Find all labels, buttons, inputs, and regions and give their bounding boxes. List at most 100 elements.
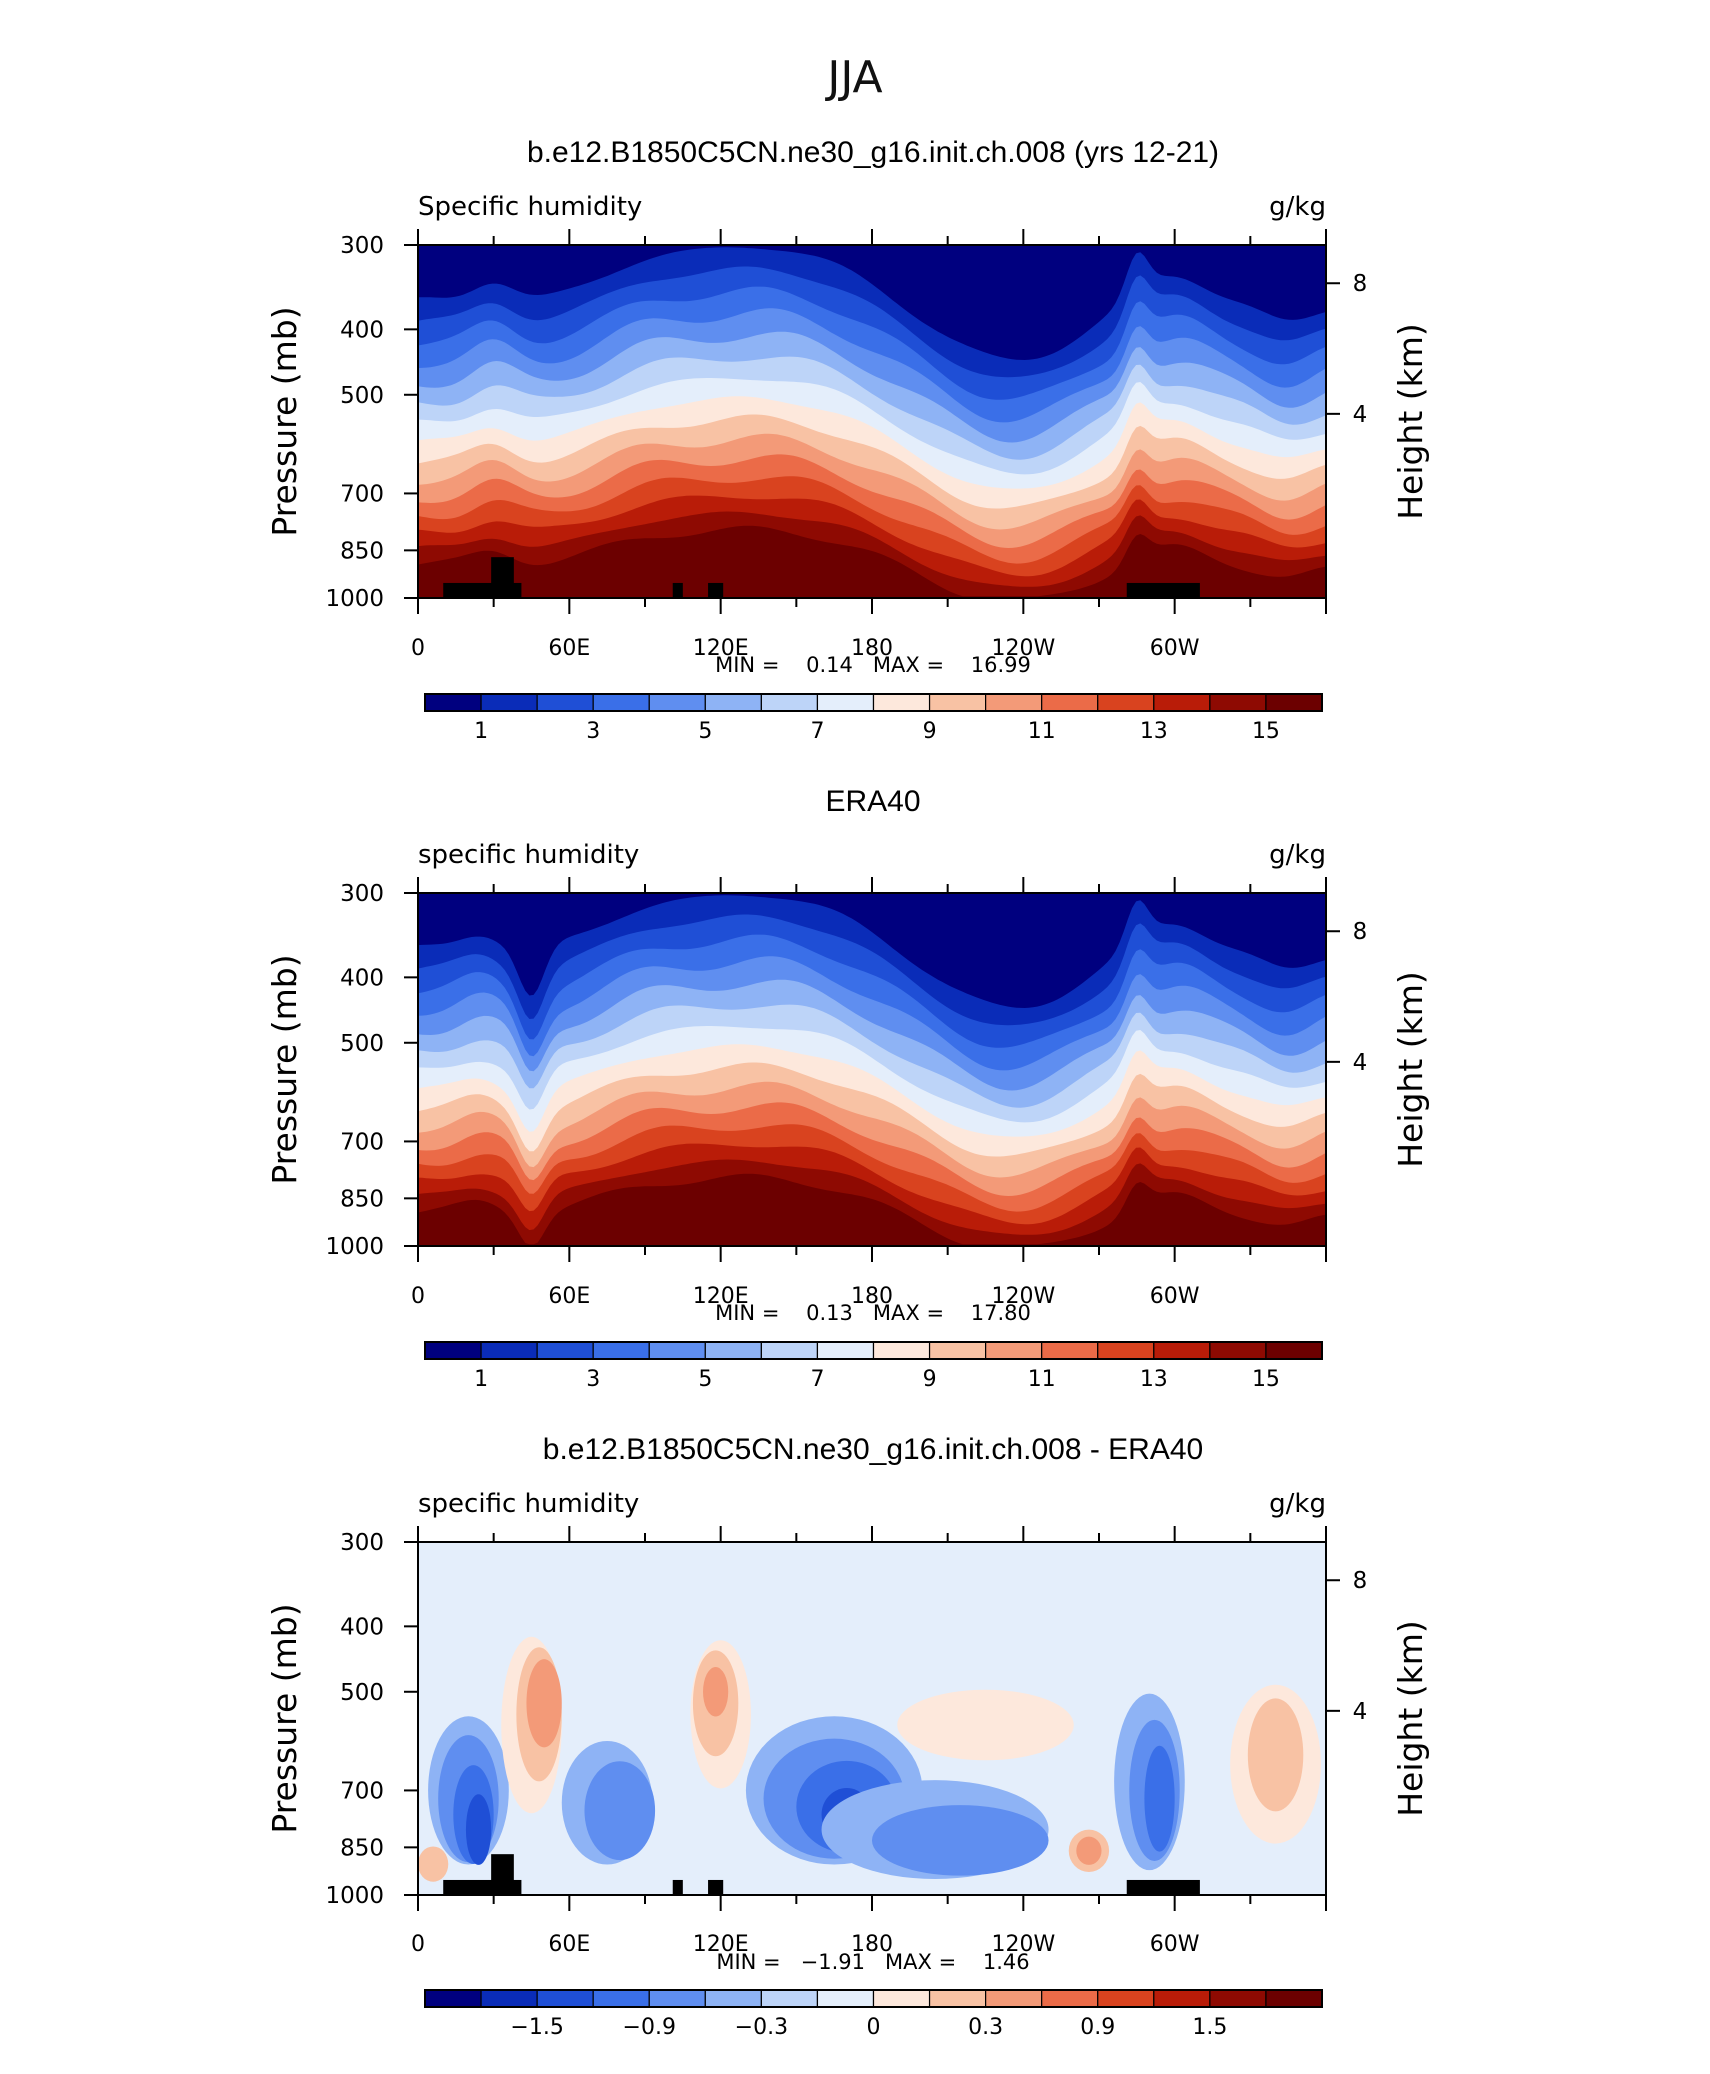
panel-2: ERA40 specific humidity g/kg 0 60E 120E 180 120… [265, 785, 1430, 1392]
x-tick-label: 180 [851, 636, 893, 661]
contour-band [526, 1659, 562, 1748]
colorbar-segment [536, 693, 594, 712]
x-tick-label: 120W [991, 1284, 1055, 1309]
y-tick-label: 500 [340, 1031, 384, 1057]
contour-band [418, 525, 1326, 598]
y-axis-label: Pressure (mb) [265, 306, 304, 536]
y-right-axis-label: Height (km) [1391, 1620, 1430, 1817]
colorbar-segment [872, 693, 931, 712]
y-tick-label: 300 [340, 881, 384, 907]
colorbar-segment [985, 1341, 1043, 1360]
colorbar-label: 9 [923, 719, 937, 744]
contour-band [465, 1794, 492, 1865]
colorbar-segment [1097, 1989, 1155, 2008]
colorbar-frame [424, 693, 1323, 712]
contour-band [584, 1761, 656, 1861]
y-right-tick-label: 4 [1353, 1050, 1368, 1076]
y-tick-label: 300 [340, 233, 384, 259]
y-right-axis-label: Height (km) [1391, 323, 1430, 520]
x-tick-label: 0 [411, 1932, 425, 1957]
colorbar-segment [928, 1341, 987, 1360]
contour-band [1076, 1836, 1102, 1865]
colorbar-label: 7 [810, 1367, 824, 1392]
y-tick-label: 1000 [325, 586, 384, 612]
colorbar-label: 7 [810, 719, 824, 744]
colorbar-segment [985, 693, 1043, 712]
y-right-tick-label: 4 [1353, 1699, 1368, 1725]
x-tick-label: 0 [411, 1284, 425, 1309]
colorbar-label: 9 [923, 1367, 937, 1392]
y-tick-label: 400 [340, 317, 384, 343]
contour-band [1247, 1698, 1304, 1812]
colorbar-segment [592, 1341, 650, 1360]
colorbar-segment [424, 1989, 482, 2008]
colorbar-segment [1153, 1341, 1211, 1360]
plot-area [418, 893, 1326, 1246]
x-tick-label: 120E [693, 636, 749, 661]
colorbar-label: 1.5 [1192, 2015, 1227, 2040]
x-tick-label: 180 [851, 1932, 893, 1957]
colorbar-segment [1097, 693, 1155, 712]
panel-title: b.e12.B1850C5CN.ne30_g16.init.ch.008 (yr… [527, 136, 1219, 169]
colorbar-label: −1.5 [510, 2015, 563, 2040]
colorbar-label: 13 [1140, 1367, 1168, 1392]
x-tick-label: 60W [1150, 636, 1200, 661]
topography-mask [1126, 1879, 1200, 1895]
colorbar-segment [424, 1341, 482, 1360]
colorbar-segment [816, 1341, 875, 1360]
colorbar-label: −0.3 [735, 2015, 788, 2040]
colorbar-segment [816, 1989, 875, 2008]
topography-mask [491, 557, 514, 598]
y-tick-label: 850 [340, 1835, 384, 1861]
min-max-stats: MIN = 0.13 MAX = 17.80 [715, 1301, 1031, 1325]
colorbar-segment [704, 1989, 762, 2008]
colorbar-label: 1 [474, 719, 488, 744]
contour-band [897, 1689, 1074, 1761]
colorbar-segment [648, 1989, 706, 2008]
colorbar-segment [1265, 1341, 1323, 1360]
colorbar-segment [592, 1989, 650, 2008]
y-right-tick-label: 4 [1353, 402, 1368, 428]
variable-label: specific humidity [418, 840, 639, 870]
panel-title: ERA40 [825, 785, 920, 818]
colorbar-frame [424, 1989, 1323, 2008]
units-label: g/kg [1269, 840, 1326, 870]
y-tick-label: 500 [340, 1680, 384, 1706]
topography-mask [708, 582, 724, 598]
x-tick-label: 60E [548, 1932, 590, 1957]
colorbar-segment [704, 693, 762, 712]
colorbar-segment [1209, 1989, 1267, 2008]
colorbar-segment [1153, 1989, 1211, 2008]
colorbar-label: 1 [474, 1367, 488, 1392]
colorbar-segment [816, 693, 875, 712]
min-max-stats: MIN = 0.14 MAX = 16.99 [715, 653, 1031, 677]
contour-band [418, 1846, 449, 1882]
colorbar-label: 11 [1028, 719, 1056, 744]
colorbar-frame [424, 1341, 1323, 1360]
x-tick-label: 180 [851, 1284, 893, 1309]
colorbar-label: 5 [698, 719, 712, 744]
topography-mask [672, 582, 683, 598]
colorbar-segment [648, 1341, 706, 1360]
colorbar-segment [1209, 1341, 1267, 1360]
colorbar-label: 3 [586, 1367, 600, 1392]
colorbar-segment [928, 1989, 987, 2008]
y-axis-label: Pressure (mb) [265, 1603, 304, 1833]
colorbar-segment [760, 1341, 819, 1360]
y-tick-label: 700 [340, 481, 384, 507]
colorbar-label: 5 [698, 1367, 712, 1392]
colorbar-label: 0.9 [1080, 2015, 1115, 2040]
colorbar-segment [1041, 1341, 1099, 1360]
colorbar-segment [760, 1989, 819, 2008]
y-tick-label: 500 [340, 383, 384, 409]
panel-1: b.e12.B1850C5CN.ne30_g16.init.ch.008 (yr… [265, 136, 1430, 744]
y-tick-label: 700 [340, 1129, 384, 1155]
units-label: g/kg [1269, 1489, 1326, 1519]
colorbar-segment [1041, 1989, 1099, 2008]
panel-3: b.e12.B1850C5CN.ne30_g16.init.ch.008 - E… [265, 1433, 1430, 2040]
colorbar-label: 3 [586, 719, 600, 744]
colorbar-segment [648, 693, 706, 712]
topography-mask [672, 1879, 683, 1895]
colorbar-segment [872, 1989, 931, 2008]
